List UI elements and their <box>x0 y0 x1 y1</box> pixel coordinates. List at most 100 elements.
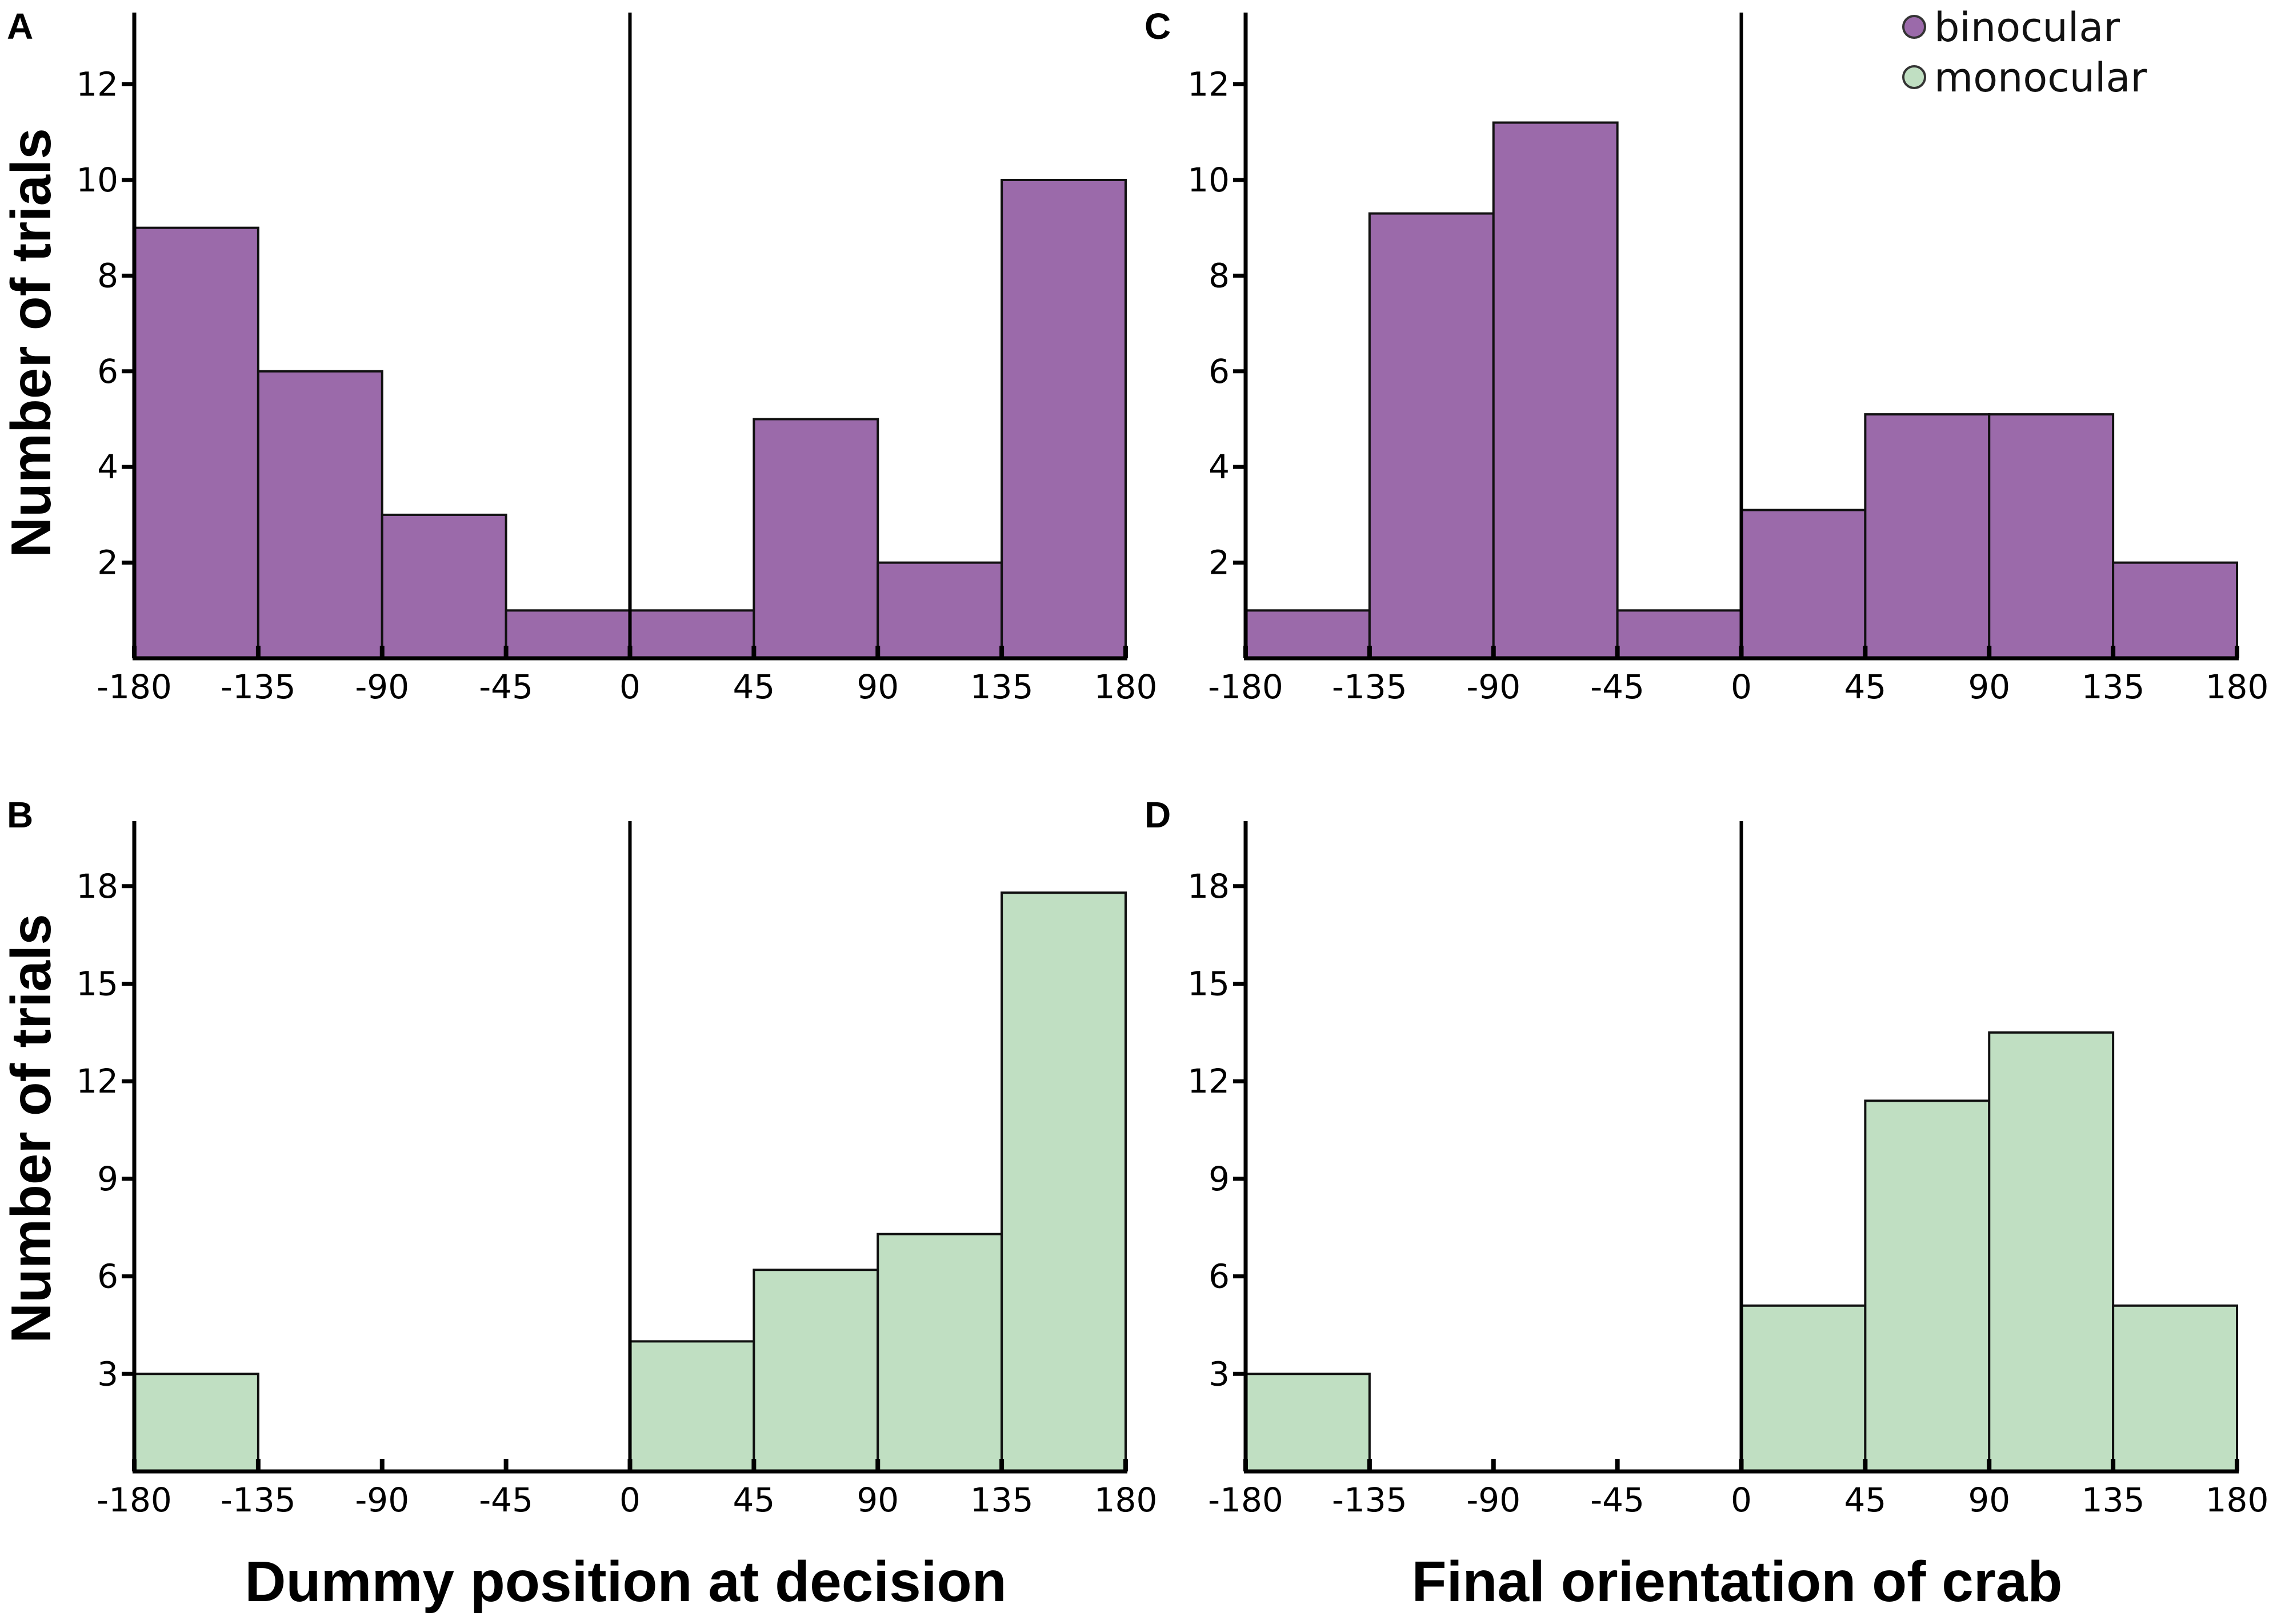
x-tick-label: 45 <box>1844 1481 1886 1519</box>
y-tick-label: 10 <box>76 161 118 199</box>
bar-a-4 <box>629 609 755 659</box>
bar-a-7 <box>1001 178 1127 659</box>
bar-c-0 <box>1244 609 1371 659</box>
panel-d: D -180 -135 -90 -45 0 45 90 135 180 3 6 9 12 15 18 <box>1144 794 2268 1519</box>
x-tick-label: 0 <box>619 667 641 706</box>
panel-a: A -180 -135 -90 -45 0 45 90 135 180 2 4 6 8 10 12 <box>7 6 1157 706</box>
y-tick-label: 12 <box>76 65 118 104</box>
y-tick-label: 10 <box>1187 161 1230 199</box>
bar-c-6 <box>1988 413 2115 659</box>
x-tick-label: -180 <box>1208 1481 1283 1519</box>
y-tick-label: 12 <box>1187 65 1230 104</box>
x-tick-label: 90 <box>1968 667 2010 706</box>
y-tick-label: 6 <box>97 352 118 391</box>
x-tick-label: -45 <box>1590 1481 1644 1519</box>
x-tick-label: 45 <box>1844 667 1886 706</box>
x-tick-label: 90 <box>1968 1481 2010 1519</box>
y-tick-label: 8 <box>97 256 118 295</box>
bar-a-0 <box>133 226 259 659</box>
y-axis-title-top: Number of trials <box>0 128 62 557</box>
y-axis-title-bottom: Number of trials <box>0 914 62 1343</box>
bar-c-3 <box>1616 609 1743 659</box>
bar-c-7 <box>2112 561 2238 659</box>
x-tick-label: -45 <box>479 667 533 706</box>
y-tick-label: 15 <box>76 965 118 1003</box>
x-axis-title-left: Dummy position at decision <box>245 1550 1007 1614</box>
bar-b-6 <box>877 1233 1003 1473</box>
y-tick-label: 3 <box>1208 1354 1230 1393</box>
x-tick-label: -90 <box>355 667 409 706</box>
bar-b-5 <box>753 1269 879 1473</box>
legend-marker-binocular <box>1902 15 1926 39</box>
y-tick-label: 8 <box>1208 256 1230 295</box>
x-tick-label: 90 <box>857 1481 899 1519</box>
x-tick-label: 180 <box>2206 1481 2269 1519</box>
x-tick-label: -180 <box>97 1481 172 1519</box>
panel-letter-b: B <box>7 794 33 835</box>
bar-c-5 <box>1864 413 1991 659</box>
panel-letter-d: D <box>1144 794 1171 835</box>
bar-d-6 <box>1988 1031 2115 1473</box>
bar-b-4 <box>629 1340 755 1473</box>
x-tick-label: -90 <box>355 1481 409 1519</box>
panel-c: C -180 -135 -90 -45 0 45 90 135 180 2 4 6 8 10 12 <box>1144 6 2268 706</box>
x-tick-label: -135 <box>221 667 296 706</box>
y-tick-label: 9 <box>97 1159 118 1198</box>
y-tick-label: 9 <box>1208 1159 1230 1198</box>
x-tick-label: 0 <box>619 1481 641 1519</box>
x-tick-label: -135 <box>1332 1481 1407 1519</box>
bar-c-1 <box>1368 212 1495 659</box>
x-tick-label: -90 <box>1466 667 1520 706</box>
bar-d-5 <box>1864 1099 1991 1473</box>
legend-label-binocular: binocular <box>1934 4 2120 51</box>
x-tick-label: 45 <box>733 1481 775 1519</box>
y-tick-label: 3 <box>97 1354 118 1393</box>
bar-a-1 <box>257 370 383 659</box>
x-tick-label: -180 <box>97 667 172 706</box>
y-tick-label: 6 <box>97 1257 118 1296</box>
panel-b: B -180 -135 -90 -45 0 45 90 135 180 3 6 9 12 15 18 <box>7 794 1157 1519</box>
x-tick-label: 135 <box>2082 1481 2145 1519</box>
x-tick-label: 90 <box>857 667 899 706</box>
legend-marker-monocular <box>1902 65 1926 89</box>
bar-b-7 <box>1001 891 1127 1473</box>
y-tick-label: 18 <box>1187 867 1230 906</box>
y-tick-label: 12 <box>76 1062 118 1101</box>
x-tick-label: -135 <box>221 1481 296 1519</box>
y-tick-label: 15 <box>1187 965 1230 1003</box>
bar-a-2 <box>381 513 507 660</box>
bar-b-0 <box>133 1373 259 1473</box>
y-tick-label: 12 <box>1187 1062 1230 1101</box>
bar-d-4 <box>1740 1304 1867 1473</box>
y-tick-label: 18 <box>76 867 118 906</box>
bar-a-6 <box>877 561 1003 659</box>
x-tick-label: 180 <box>2206 667 2269 706</box>
bar-d-7 <box>2112 1304 2238 1473</box>
x-tick-label: 180 <box>1094 1481 1158 1519</box>
panel-letter-a: A <box>7 6 33 47</box>
y-tick-label: 4 <box>1208 447 1230 486</box>
bar-a-3 <box>505 609 631 659</box>
y-tick-label: 2 <box>97 543 118 582</box>
x-tick-label: -135 <box>1332 667 1407 706</box>
x-tick-label: 0 <box>1731 1481 1752 1519</box>
legend: binocular monocular <box>1902 4 2147 101</box>
legend-label-monocular: monocular <box>1934 54 2147 101</box>
x-tick-label: 135 <box>970 667 1034 706</box>
x-axis-title-right: Final orientation of crab <box>1412 1550 2063 1614</box>
y-tick-label: 4 <box>97 447 118 486</box>
x-tick-label: 45 <box>733 667 775 706</box>
panel-letter-c: C <box>1144 6 1171 47</box>
y-tick-label: 6 <box>1208 1257 1230 1296</box>
y-tick-label: 6 <box>1208 352 1230 391</box>
x-tick-label: -45 <box>479 1481 533 1519</box>
x-tick-label: 0 <box>1731 667 1752 706</box>
x-tick-label: -180 <box>1208 667 1283 706</box>
bar-a-5 <box>753 418 879 660</box>
y-tick-label: 2 <box>1208 543 1230 582</box>
bar-c-2 <box>1492 121 1619 660</box>
bar-d-0 <box>1244 1373 1371 1473</box>
x-tick-label: -45 <box>1590 667 1644 706</box>
x-tick-label: -90 <box>1466 1481 1520 1519</box>
